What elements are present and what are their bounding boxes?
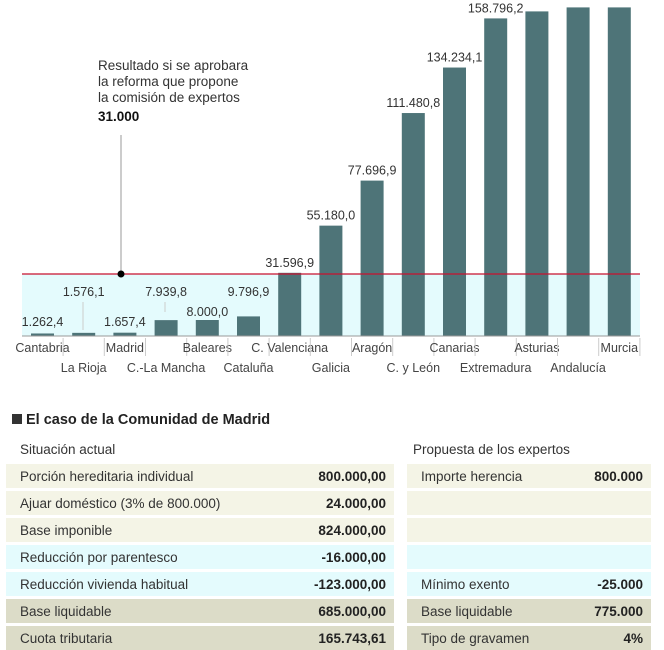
section-title: El caso de la Comunidad de Madrid bbox=[12, 412, 270, 428]
bar-4 bbox=[195, 320, 219, 336]
category-label-8: Aragón bbox=[352, 341, 392, 355]
value-label-3: 7.939,8 bbox=[145, 285, 187, 299]
row-value: 800.000,00 bbox=[318, 468, 386, 484]
reference-dot bbox=[117, 270, 125, 278]
bar-6 bbox=[278, 272, 302, 336]
category-label-1: La Rioja bbox=[61, 361, 107, 375]
value-label-6: 31.596,9 bbox=[265, 256, 314, 270]
left-table-row: Base liquidable 685.000,00 bbox=[6, 599, 394, 623]
row-label: Mínimo exento bbox=[421, 576, 510, 592]
row-value: 824.000,00 bbox=[318, 522, 386, 538]
value-label-8: 77.696,9 bbox=[348, 164, 397, 178]
row-label: Reducción por parentesco bbox=[20, 549, 178, 565]
annotation-line-3: la comisión de expertos bbox=[98, 90, 240, 105]
value-label-5: 9.796,9 bbox=[228, 285, 270, 299]
left-table-row: Porción hereditaria individual 800.000,00 bbox=[6, 464, 394, 488]
category-label-0: Cantabria bbox=[15, 341, 69, 355]
square-bullet-icon bbox=[12, 414, 22, 424]
row-value: 800.000 bbox=[594, 468, 643, 484]
category-label-2: Madrid bbox=[106, 341, 144, 355]
row-value: -123.000,00 bbox=[313, 576, 386, 592]
category-label-5: Cataluña bbox=[223, 361, 273, 375]
row-label: Base liquidable bbox=[20, 603, 112, 619]
row-label: Ajuar doméstico (3% de 800.000) bbox=[20, 495, 221, 511]
category-label-9: C. y León bbox=[387, 361, 441, 375]
left-table-row: Base imponible 824.000,00 bbox=[6, 518, 394, 542]
reference-annotation: Resultado si se aprobara la reforma que … bbox=[98, 58, 248, 125]
row-label: Base imponible bbox=[20, 522, 113, 538]
value-label-2: 1.657,4 bbox=[104, 315, 146, 329]
annotation-line-2: la reforma que propone bbox=[98, 74, 239, 89]
row-label: Base liquidable bbox=[421, 603, 513, 619]
category-label-10: Canarias bbox=[429, 341, 479, 355]
row-value: -25.000 bbox=[597, 576, 643, 592]
row-label: Importe herencia bbox=[421, 468, 523, 484]
right-table-row bbox=[407, 518, 651, 542]
category-label-6: C. Valenciana bbox=[251, 341, 328, 355]
row-value: 4% bbox=[623, 630, 643, 646]
category-label-3: C.-La Mancha bbox=[127, 361, 206, 375]
value-label-9: 111.480,8 bbox=[386, 96, 440, 110]
row-label: Tipo de gravamen bbox=[421, 630, 530, 646]
bar-0 bbox=[31, 333, 54, 336]
category-label-4: Baleares bbox=[183, 341, 232, 355]
left-table-row: Cuota tributaria 165.743,61 bbox=[6, 626, 394, 650]
bar-12 bbox=[525, 11, 549, 337]
value-label-10: 134.234,1 bbox=[427, 51, 483, 65]
category-label-12: Asturias bbox=[514, 341, 559, 355]
bar-14 bbox=[607, 7, 631, 337]
row-label: Porción hereditaria individual bbox=[20, 468, 194, 484]
right-table-row: Tipo de gravamen 4% bbox=[407, 626, 651, 650]
row-value: 775.000 bbox=[594, 603, 643, 619]
right-table-row: Base liquidable 775.000 bbox=[407, 599, 651, 623]
bar-2 bbox=[113, 332, 137, 336]
bar-chart: 1.262,4 Cantabria 1.576,1 La Rioja 1.657,4 Ma… bbox=[15, 1, 641, 375]
bar-11 bbox=[484, 18, 508, 337]
value-label-1: 1.576,1 bbox=[63, 285, 105, 299]
right-table-row: Importe herencia 800.000 bbox=[407, 464, 651, 488]
left-header: Situación actual bbox=[20, 442, 116, 457]
row-label: Reducción vivienda habitual bbox=[20, 576, 189, 592]
bar-8 bbox=[360, 180, 384, 336]
bar-5 bbox=[237, 316, 260, 336]
category-label-7: Galicia bbox=[312, 361, 350, 375]
right-header: Propuesta de los expertos bbox=[413, 442, 570, 457]
row-value: 24.000,00 bbox=[325, 495, 386, 511]
right-table-row bbox=[407, 545, 651, 569]
row-value: -16.000,00 bbox=[321, 549, 386, 565]
bar-7 bbox=[319, 225, 343, 336]
value-label-7: 55.180,0 bbox=[307, 209, 356, 223]
bar-9 bbox=[401, 113, 425, 337]
right-table-row bbox=[407, 491, 651, 515]
annotation-value: 31.000 bbox=[98, 109, 140, 124]
row-label: Cuota tributaria bbox=[20, 630, 113, 646]
left-table-row: Ajuar doméstico (3% de 800.000) 24.000,00 bbox=[6, 491, 394, 515]
left-table-row: Reducción vivienda habitual -123.000,00 bbox=[6, 572, 394, 596]
category-label-13: Andalucía bbox=[550, 361, 606, 375]
row-value: 165.743,61 bbox=[318, 630, 386, 646]
value-label-0: 1.262,4 bbox=[22, 315, 64, 329]
right-table-row: Mínimo exento -25.000 bbox=[407, 572, 651, 596]
value-label-11: 158.796,2 bbox=[468, 1, 524, 15]
bar-13 bbox=[566, 7, 590, 337]
bar-3 bbox=[154, 320, 178, 336]
bar-10 bbox=[443, 67, 466, 336]
annotation-line-1: Resultado si se aprobara bbox=[98, 58, 249, 73]
left-table-row: Reducción por parentesco -16.000,00 bbox=[6, 545, 394, 569]
category-label-11: Extremadura bbox=[460, 361, 532, 375]
value-label-4: 8.000,0 bbox=[186, 305, 228, 319]
category-label-14: Murcia bbox=[601, 341, 639, 355]
bar-1 bbox=[72, 332, 96, 336]
section-title-text: El caso de la Comunidad de Madrid bbox=[26, 412, 271, 428]
row-value: 685.000,00 bbox=[318, 603, 386, 619]
